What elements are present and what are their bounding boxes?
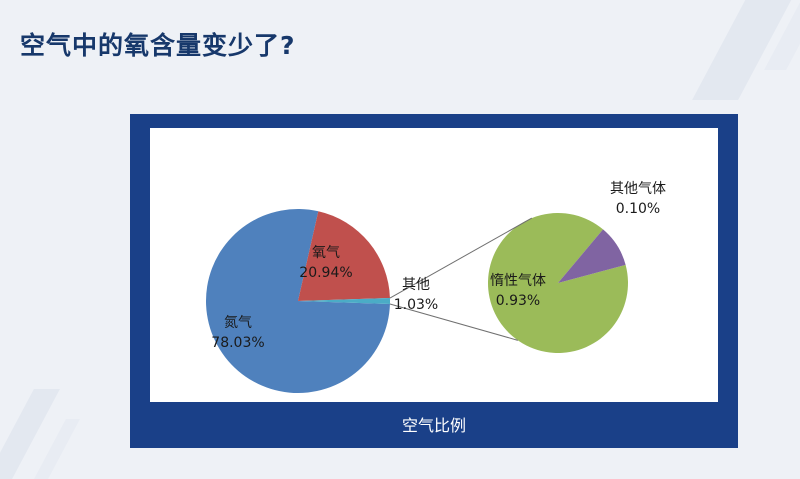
- data-label-other-gases-category: 其他气体: [610, 181, 666, 197]
- data-label-other: 其他 1.03%: [394, 277, 438, 313]
- pie-slice-nitrogen: [205, 208, 390, 393]
- data-label-other-gases-value: 0.10%: [616, 201, 660, 217]
- sub-pie-slice-other-gases: [558, 229, 626, 283]
- data-label-inert-gas-category: 惰性气体: [490, 273, 546, 289]
- pie-slice-oxygen: [298, 211, 390, 301]
- pie-of-pie-chart: 氧气 20.94% 其他 1.03% 氮气 78.03% 惰性气体 0.93% 其他气体 0.10…: [205, 181, 666, 393]
- data-label-oxygen-value: 20.94%: [299, 265, 352, 281]
- data-label-oxygen: 氧气 20.94%: [299, 245, 352, 281]
- chart-area: 氧气 20.94% 其他 1.03% 氮气 78.03% 惰性气体 0.93% 其他气体 0.10…: [150, 128, 718, 402]
- data-label-other-category: 其他: [402, 277, 430, 293]
- pie-slice-other: [298, 298, 390, 304]
- connector-line-upper: [389, 217, 533, 299]
- data-label-nitrogen: 氮气 78.03%: [211, 315, 264, 351]
- data-label-nitrogen-value: 78.03%: [211, 335, 264, 351]
- data-label-oxygen-category: 氧气: [312, 245, 340, 261]
- data-label-other-value: 1.03%: [394, 297, 438, 313]
- connector-line-lower: [389, 303, 518, 341]
- data-label-other-gases: 其他气体 0.10%: [610, 181, 666, 217]
- chart-frame: 氧气 20.94% 其他 1.03% 氮气 78.03% 惰性气体 0.93% 其他气体 0.10…: [130, 114, 738, 448]
- data-label-inert-gas-value: 0.93%: [496, 293, 540, 309]
- data-label-inert-gas: 惰性气体 0.93%: [490, 273, 546, 309]
- sub-pie-slice-inert-gas: [487, 213, 628, 354]
- chart-caption: 空气比例: [401, 416, 466, 435]
- slide-title: 空气中的氧含量变少了?: [20, 31, 296, 60]
- data-label-nitrogen-category: 氮气: [224, 315, 252, 331]
- decor-stripe: [34, 419, 80, 479]
